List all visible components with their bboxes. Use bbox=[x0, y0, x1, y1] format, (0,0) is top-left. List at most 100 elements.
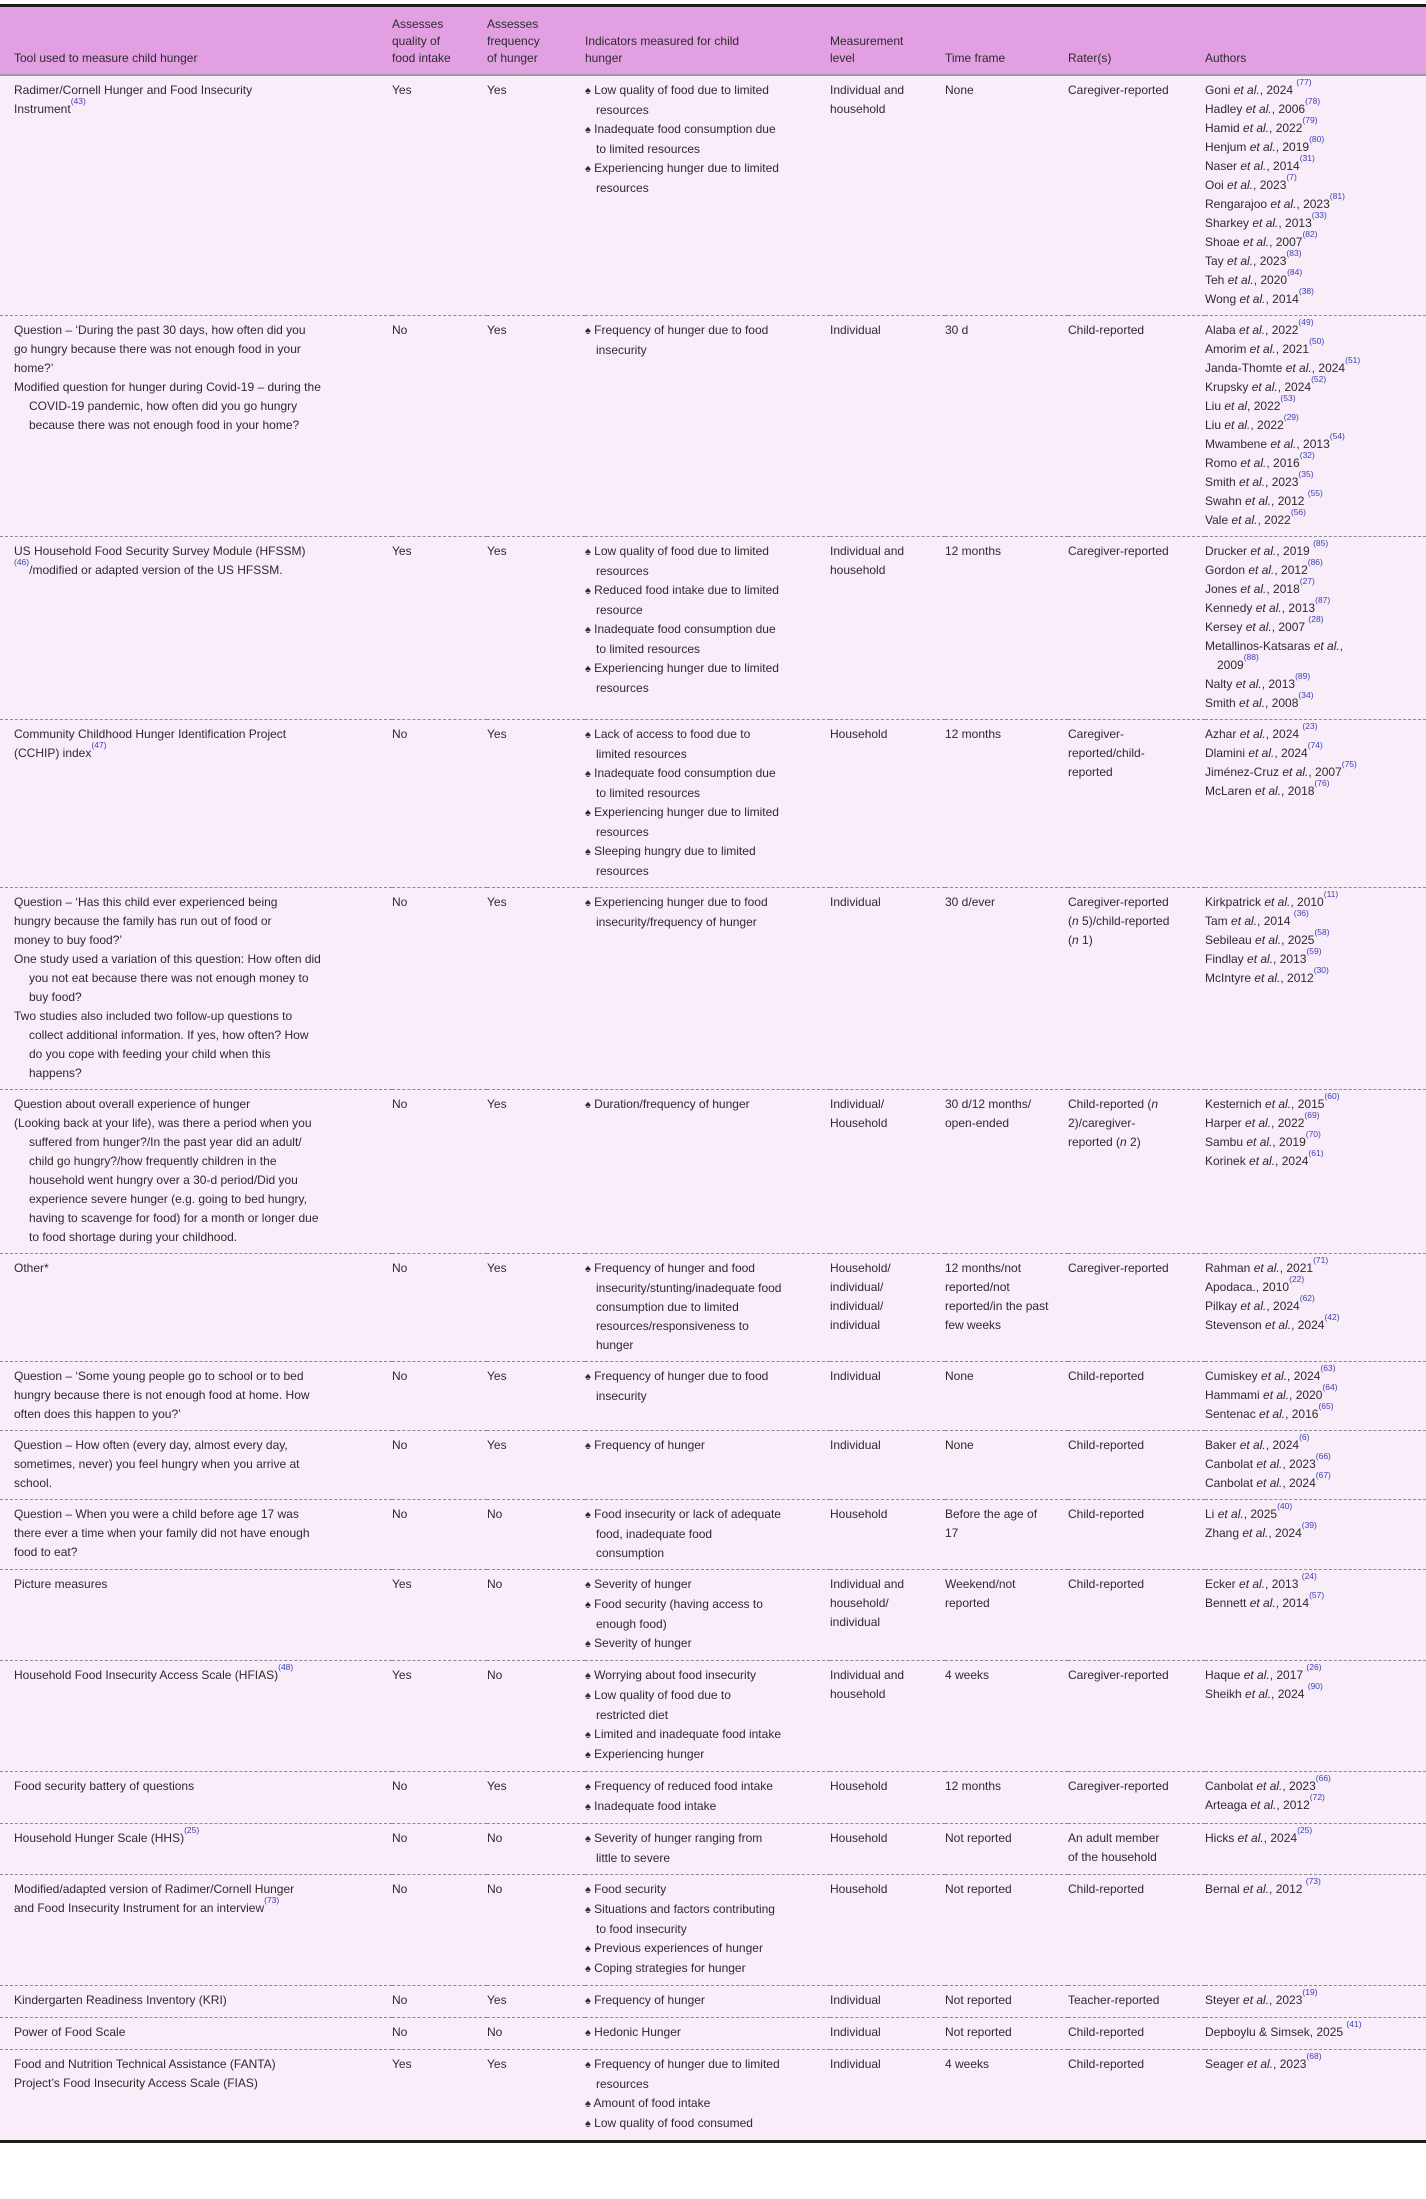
citation-ref[interactable]: (56) bbox=[1290, 507, 1306, 517]
citation-ref[interactable]: (55) bbox=[1307, 488, 1323, 498]
citation-ref[interactable]: (28) bbox=[1308, 614, 1324, 624]
citation-ref[interactable]: (87) bbox=[1315, 595, 1331, 605]
citation-ref[interactable]: (35) bbox=[1298, 469, 1314, 479]
quality-cell: No bbox=[392, 1089, 487, 1254]
citation-ref[interactable]: (75) bbox=[1341, 759, 1357, 769]
citation-ref[interactable]: (79) bbox=[1302, 115, 1318, 125]
citation-ref[interactable]: (22) bbox=[1289, 1274, 1305, 1284]
citation-ref[interactable]: (19) bbox=[1302, 1987, 1318, 1997]
citation-ref[interactable]: (80) bbox=[1309, 134, 1325, 144]
citation-ref[interactable]: (67) bbox=[1315, 1470, 1331, 1480]
citation-ref[interactable]: (73) bbox=[1305, 1876, 1321, 1886]
citation-ref[interactable]: (52) bbox=[1311, 374, 1327, 384]
citation-ref[interactable]: (78) bbox=[1305, 96, 1321, 106]
citation-ref[interactable]: (26) bbox=[1306, 1662, 1322, 1672]
citation-ref[interactable]: (74) bbox=[1307, 740, 1323, 750]
authors-cell: Goni et al., 2024 (77) Hadley et al., 200… bbox=[1205, 75, 1426, 316]
frequency-cell: Yes bbox=[487, 1361, 585, 1431]
citation-ref[interactable]: (81) bbox=[1329, 191, 1345, 201]
citation-ref[interactable]: (60) bbox=[1324, 1091, 1340, 1101]
citation-ref[interactable]: (66) bbox=[1315, 1773, 1331, 1783]
author-citation: Drucker et al., 2019 (85) bbox=[1205, 538, 1329, 558]
citation-ref[interactable]: (64) bbox=[1322, 1382, 1338, 1392]
table-row: Food security battery of questions No Yes ♠… bbox=[0, 1771, 1426, 1824]
citation-ref[interactable]: (85) bbox=[1313, 538, 1329, 548]
citation-ref[interactable]: (41) bbox=[1346, 2019, 1362, 2029]
citation-ref[interactable]: (86) bbox=[1307, 557, 1323, 567]
citation-ref[interactable]: (32) bbox=[1299, 450, 1315, 460]
citation-ref[interactable]: (82) bbox=[1302, 229, 1318, 239]
citation-ref[interactable]: (46) bbox=[14, 557, 30, 567]
rater-value: Child-reported bbox=[1068, 1507, 1145, 1521]
citation-ref[interactable]: (7) bbox=[1286, 172, 1297, 182]
citation-ref[interactable]: (53) bbox=[1280, 393, 1296, 403]
citation-ref[interactable]: (25) bbox=[1297, 1825, 1313, 1835]
citation-ref[interactable]: (89) bbox=[1295, 671, 1311, 681]
citation-ref[interactable]: (38) bbox=[1298, 286, 1314, 296]
citation-ref[interactable]: (30) bbox=[1313, 965, 1329, 975]
measurement-level-value: Household bbox=[830, 1882, 888, 1896]
citation-ref[interactable]: (68) bbox=[1306, 2051, 1322, 2061]
time-cell: None bbox=[945, 1430, 1068, 1500]
citation-ref[interactable]: (27) bbox=[1299, 576, 1315, 586]
citation-ref[interactable]: (36) bbox=[1293, 908, 1309, 918]
author-citation: Hicks et al., 2024(25) bbox=[1205, 1825, 1313, 1845]
time-cell: 4 weeks bbox=[945, 2049, 1068, 2143]
citation-ref[interactable]: (31) bbox=[1299, 153, 1315, 163]
citation-ref[interactable]: (34) bbox=[1298, 690, 1314, 700]
citation-ref[interactable]: (71) bbox=[1313, 1255, 1329, 1265]
table-row: Question about overall experience of hun… bbox=[0, 1089, 1426, 1254]
citation-ref[interactable]: (70) bbox=[1305, 1129, 1321, 1139]
citation-ref[interactable]: (66) bbox=[1315, 1451, 1331, 1461]
citation-ref[interactable]: (73) bbox=[264, 1895, 280, 1905]
citation-ref[interactable]: (42) bbox=[1324, 1312, 1340, 1322]
citation-ref[interactable]: (43) bbox=[70, 96, 86, 106]
citation-ref[interactable]: (59) bbox=[1306, 946, 1322, 956]
indicators-cell: ♠ Low quality of food due to limited res… bbox=[585, 536, 830, 720]
citation-ref[interactable]: (62) bbox=[1299, 1293, 1315, 1303]
citation-ref[interactable]: (76) bbox=[1314, 778, 1330, 788]
rater-cell: Caregiver-reported bbox=[1068, 1771, 1205, 1824]
citation-ref[interactable]: (23) bbox=[1302, 721, 1318, 731]
citation-ref[interactable]: (48) bbox=[278, 1662, 294, 1672]
citation-ref[interactable]: (6) bbox=[1299, 1432, 1310, 1442]
citation-ref[interactable]: (84) bbox=[1287, 267, 1303, 277]
citation-ref[interactable]: (63) bbox=[1320, 1363, 1336, 1373]
citation-ref[interactable]: (33) bbox=[1311, 210, 1327, 220]
tool-cell: Question – How often (every day, almost … bbox=[0, 1430, 392, 1500]
citation-ref[interactable]: (24) bbox=[1301, 1571, 1317, 1581]
level-cell: Individual and household bbox=[830, 75, 945, 316]
citation-ref[interactable]: (54) bbox=[1329, 431, 1345, 441]
citation-ref[interactable]: (83) bbox=[1286, 248, 1302, 258]
spade-bullet-icon: ♠ bbox=[585, 1371, 591, 1383]
author-citation: Pilkay et al., 2024(62) bbox=[1205, 1293, 1315, 1313]
indicator-item: ♠ Food security bbox=[585, 1882, 667, 1896]
citation-ref[interactable]: (11) bbox=[1323, 889, 1339, 899]
citation-ref[interactable]: (51) bbox=[1345, 355, 1361, 365]
citation-ref[interactable]: (77) bbox=[1296, 77, 1312, 87]
citation-ref[interactable]: (50) bbox=[1309, 336, 1325, 346]
citation-ref[interactable]: (57) bbox=[1309, 1590, 1325, 1600]
measurement-level-value: Individual bbox=[830, 895, 881, 909]
citation-ref[interactable]: (72) bbox=[1309, 1792, 1325, 1802]
citation-ref[interactable]: (90) bbox=[1307, 1681, 1323, 1691]
author-citation: Swahn et al., 2012 (55) bbox=[1205, 488, 1323, 508]
authors-cell: Depboylu & Simsek, 2025 (41) bbox=[1205, 2017, 1426, 2050]
citation-ref[interactable]: (88) bbox=[1243, 652, 1259, 662]
citation-ref[interactable]: (49) bbox=[1298, 317, 1314, 327]
citation-ref[interactable]: (58) bbox=[1314, 927, 1330, 937]
indicator-item: ♠ Severity of hunger bbox=[585, 1636, 692, 1650]
citation-ref[interactable]: (39) bbox=[1301, 1520, 1317, 1530]
citation-ref[interactable]: (47) bbox=[91, 740, 107, 750]
level-cell: Household bbox=[830, 1823, 945, 1875]
citation-ref[interactable]: (65) bbox=[1318, 1401, 1334, 1411]
citation-ref[interactable]: (25) bbox=[184, 1825, 200, 1835]
citation-ref[interactable]: (40) bbox=[1277, 1501, 1293, 1511]
rater-cell: Child-reported bbox=[1068, 315, 1205, 537]
citation-ref[interactable]: (69) bbox=[1304, 1110, 1320, 1120]
citation-ref[interactable]: (29) bbox=[1283, 412, 1299, 422]
indicator-item: ♠ Frequency of hunger bbox=[585, 1438, 705, 1452]
indicators-cell: ♠ Hedonic Hunger bbox=[585, 2017, 830, 2050]
measurement-level-value: Individual and household bbox=[830, 83, 905, 116]
citation-ref[interactable]: (61) bbox=[1308, 1148, 1324, 1158]
